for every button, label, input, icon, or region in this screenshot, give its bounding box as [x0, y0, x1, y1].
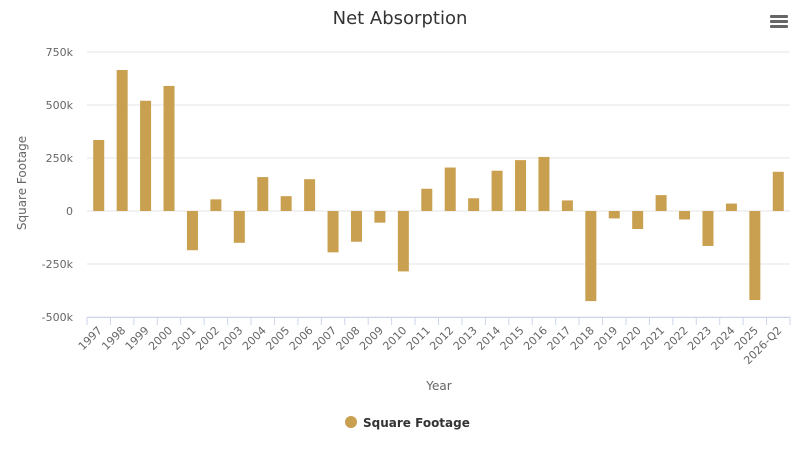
x-tick-label: 2004	[240, 324, 269, 353]
x-tick-label: 2001	[170, 324, 199, 353]
bar-2018[interactable]	[585, 211, 597, 302]
bar-2026-Q2[interactable]	[772, 171, 784, 211]
bar-2006[interactable]	[304, 179, 316, 211]
bar-2023[interactable]	[702, 211, 714, 246]
x-tick-label: 1998	[99, 324, 128, 353]
hamburger-menu-icon[interactable]	[770, 15, 788, 28]
bar-2016[interactable]	[538, 156, 550, 211]
x-tick-label: 1997	[76, 324, 105, 353]
bar-2007[interactable]	[327, 211, 339, 253]
bar-2010[interactable]	[397, 211, 409, 272]
bar-1997[interactable]	[93, 139, 105, 211]
bar-2013[interactable]	[468, 198, 480, 211]
x-tick-label: 2008	[334, 324, 363, 353]
bar-2004[interactable]	[257, 177, 269, 211]
x-tick-label: 2018	[568, 324, 597, 353]
bar-2008[interactable]	[350, 211, 362, 242]
bar-2009[interactable]	[374, 211, 386, 223]
x-tick-label: 2024	[709, 324, 738, 353]
x-tick-label: 2000	[146, 324, 175, 353]
x-tick-label: 2020	[615, 324, 644, 353]
x-tick-label: 2002	[193, 324, 222, 353]
legend-marker	[345, 416, 357, 428]
bar-2005[interactable]	[280, 196, 292, 211]
y-tick-label: 250k	[46, 152, 74, 165]
bar-2022[interactable]	[679, 211, 691, 220]
bar-2024[interactable]	[725, 203, 737, 211]
x-tick-label: 2007	[310, 324, 339, 353]
y-tick-label: 750k	[46, 46, 74, 59]
x-tick-label: 2021	[638, 324, 667, 353]
bar-1998[interactable]	[116, 70, 128, 212]
x-tick-label: 2010	[380, 324, 409, 353]
y-tick-label: -500k	[42, 311, 74, 324]
bar-2014[interactable]	[491, 170, 503, 211]
bar-2015[interactable]	[515, 160, 527, 211]
y-tick-label: -250k	[42, 258, 74, 271]
y-tick-label: 500k	[46, 99, 74, 112]
y-tick-label: 0	[66, 205, 73, 218]
x-tick-label: 2012	[427, 324, 456, 353]
legend[interactable]: Square Footage	[345, 416, 470, 430]
bar-2001[interactable]	[186, 211, 198, 251]
bars	[93, 70, 784, 302]
grid-lines	[87, 51, 790, 318]
x-tick-label: 2019	[591, 324, 620, 353]
x-tick-label: 2006	[287, 324, 316, 353]
bar-2025[interactable]	[749, 211, 761, 301]
bar-2019[interactable]	[608, 211, 620, 219]
x-tick-label: 1999	[123, 324, 152, 353]
chart-title: Net Absorption	[333, 8, 468, 29]
x-tick-label: 2015	[498, 324, 527, 353]
x-tick-label: 2009	[357, 324, 386, 353]
bar-2002[interactable]	[210, 199, 222, 211]
bar-2003[interactable]	[233, 211, 245, 243]
bar-2011[interactable]	[421, 188, 433, 211]
y-axis-ticks: 750k 500k 250k 0 -250k -500k	[42, 46, 74, 324]
x-tick-label: 2003	[216, 324, 245, 353]
x-tick-label: 2005	[263, 324, 292, 353]
bar-1999[interactable]	[140, 100, 152, 211]
x-tick-label: 2017	[545, 324, 574, 353]
legend-label[interactable]: Square Footage	[363, 416, 470, 430]
x-axis-ticks: 1997199819992000200120022003200420052006…	[76, 317, 791, 367]
bar-2021[interactable]	[655, 195, 667, 211]
x-tick-label: 2022	[662, 324, 691, 353]
bar-2017[interactable]	[561, 200, 573, 211]
x-tick-label: 2011	[404, 324, 433, 353]
x-tick-label: 2016	[521, 324, 550, 353]
x-tick-label: 2023	[685, 324, 714, 353]
x-tick-label: 2013	[451, 324, 480, 353]
bar-2020[interactable]	[632, 211, 644, 230]
bar-2000[interactable]	[163, 85, 175, 211]
y-axis-title: Square Footage	[15, 136, 29, 230]
bar-2012[interactable]	[444, 167, 456, 211]
x-axis-title: Year	[425, 379, 451, 393]
x-tick-label: 2014	[474, 324, 503, 353]
